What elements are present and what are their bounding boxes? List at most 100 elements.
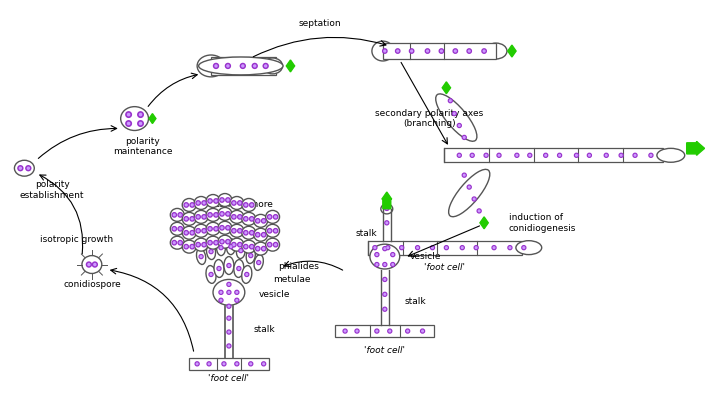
Circle shape: [410, 49, 414, 53]
Text: phialides: phialides: [279, 262, 319, 271]
Circle shape: [126, 121, 132, 126]
Circle shape: [386, 222, 387, 224]
Circle shape: [203, 230, 205, 231]
Circle shape: [251, 218, 253, 220]
Circle shape: [508, 246, 512, 250]
Circle shape: [243, 245, 248, 249]
Ellipse shape: [266, 238, 279, 251]
Circle shape: [392, 264, 394, 265]
Circle shape: [245, 204, 247, 206]
Circle shape: [274, 229, 278, 233]
Circle shape: [401, 247, 402, 249]
Circle shape: [467, 49, 471, 53]
Ellipse shape: [485, 43, 507, 59]
Circle shape: [239, 202, 241, 204]
Circle shape: [445, 247, 448, 249]
Circle shape: [387, 247, 389, 249]
Circle shape: [237, 266, 241, 270]
Circle shape: [604, 153, 608, 157]
Circle shape: [485, 154, 487, 156]
Circle shape: [178, 241, 183, 245]
Circle shape: [87, 262, 92, 267]
Circle shape: [248, 362, 253, 366]
Circle shape: [235, 290, 239, 294]
Circle shape: [375, 252, 379, 256]
Polygon shape: [480, 217, 488, 229]
Circle shape: [178, 213, 183, 217]
Circle shape: [633, 153, 637, 157]
Ellipse shape: [183, 240, 196, 253]
Circle shape: [230, 246, 232, 247]
Circle shape: [227, 213, 229, 215]
Circle shape: [257, 220, 258, 222]
Circle shape: [173, 214, 175, 216]
Circle shape: [213, 64, 218, 68]
Circle shape: [650, 154, 652, 156]
Circle shape: [190, 203, 194, 207]
Text: 'foot cell': 'foot cell': [364, 347, 405, 355]
Circle shape: [268, 229, 272, 233]
Ellipse shape: [196, 249, 205, 264]
Circle shape: [196, 229, 200, 233]
Circle shape: [228, 305, 230, 307]
Circle shape: [242, 65, 244, 67]
Circle shape: [458, 153, 461, 157]
Circle shape: [268, 215, 272, 219]
Circle shape: [619, 153, 623, 157]
Circle shape: [227, 344, 231, 348]
Circle shape: [219, 246, 223, 250]
Ellipse shape: [657, 148, 684, 162]
Circle shape: [202, 243, 206, 247]
Circle shape: [250, 245, 254, 249]
Circle shape: [215, 200, 217, 202]
Circle shape: [263, 220, 264, 222]
Circle shape: [407, 330, 408, 332]
Text: septation: septation: [299, 19, 342, 28]
Circle shape: [238, 243, 242, 247]
Ellipse shape: [230, 197, 244, 210]
Circle shape: [383, 262, 387, 266]
Circle shape: [400, 246, 404, 250]
Circle shape: [463, 174, 465, 176]
Circle shape: [529, 154, 531, 156]
Circle shape: [220, 225, 224, 230]
Circle shape: [208, 227, 212, 231]
Circle shape: [191, 204, 193, 206]
Ellipse shape: [197, 55, 225, 77]
Circle shape: [184, 217, 188, 221]
Polygon shape: [149, 114, 156, 123]
Ellipse shape: [230, 238, 244, 251]
Circle shape: [243, 231, 248, 235]
Circle shape: [196, 201, 200, 205]
Circle shape: [94, 264, 96, 266]
Circle shape: [261, 362, 266, 366]
Ellipse shape: [206, 236, 220, 249]
Circle shape: [453, 113, 455, 114]
Ellipse shape: [242, 240, 256, 253]
Circle shape: [427, 50, 428, 52]
Circle shape: [221, 291, 222, 293]
Ellipse shape: [242, 226, 256, 239]
Circle shape: [268, 230, 271, 231]
Ellipse shape: [194, 197, 208, 210]
Circle shape: [268, 216, 271, 218]
Circle shape: [226, 225, 230, 230]
Circle shape: [203, 216, 205, 218]
Text: induction of
conidiogenesis: induction of conidiogenesis: [509, 213, 576, 233]
Polygon shape: [687, 141, 705, 155]
Circle shape: [227, 304, 231, 308]
Circle shape: [232, 243, 236, 247]
Circle shape: [227, 264, 231, 268]
Circle shape: [263, 363, 264, 364]
Circle shape: [27, 167, 29, 169]
Circle shape: [208, 199, 212, 203]
Circle shape: [384, 279, 386, 280]
Ellipse shape: [234, 260, 244, 278]
Circle shape: [251, 246, 253, 248]
Circle shape: [239, 244, 241, 246]
Circle shape: [383, 247, 387, 251]
Circle shape: [226, 239, 230, 244]
Circle shape: [227, 227, 229, 229]
Polygon shape: [442, 82, 450, 94]
Circle shape: [220, 212, 224, 216]
